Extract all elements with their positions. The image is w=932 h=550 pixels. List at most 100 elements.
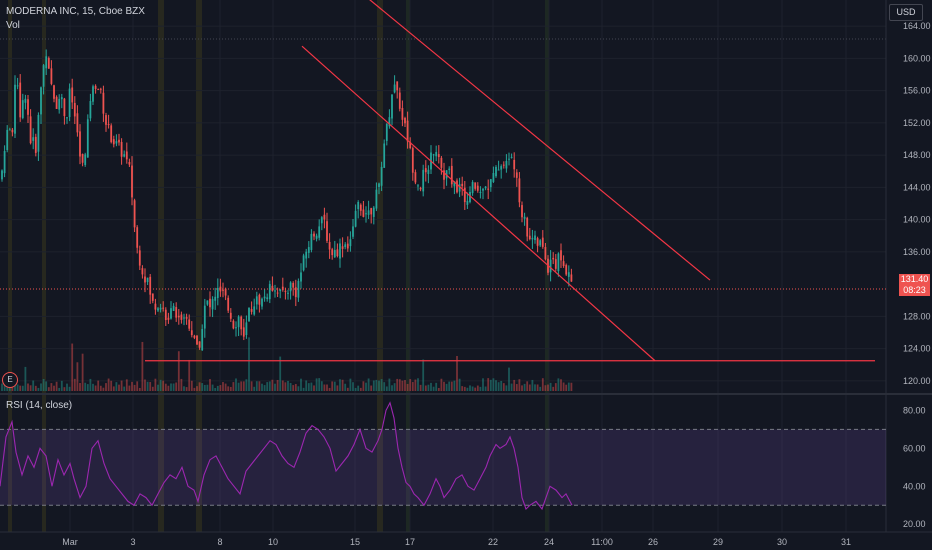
candle [380,166,383,186]
candle [172,305,175,311]
candle [222,289,224,291]
volume-bar [164,383,167,391]
volume-bar [138,387,141,391]
candle [539,240,542,246]
candle [565,265,568,275]
candle [432,154,435,156]
earnings-event-badge[interactable]: E [2,372,18,388]
candle [219,286,222,292]
volume-bar [487,378,490,391]
price-axis-label: 144.00 [903,182,931,192]
candle [570,274,573,282]
candle [53,85,55,99]
candle [513,159,516,170]
volume-bar [422,359,425,391]
candle [131,165,133,198]
volume-bar [458,378,461,391]
volume-bar [242,381,245,391]
volume-bar [79,382,81,391]
candle [8,129,11,131]
candle [151,293,154,301]
volume-bar [206,384,209,391]
candle [292,282,295,288]
volume-bar [547,384,549,391]
candle [224,288,227,296]
candle [435,152,438,157]
volume-bar [315,378,318,391]
volume-bar [453,380,456,391]
candle [42,65,45,87]
candle [487,188,490,190]
candle [346,243,349,249]
volume-bar [27,383,29,391]
candle [398,92,401,109]
candle [417,185,419,187]
price-axis-label: 148.00 [903,150,931,160]
candle [352,226,354,237]
candle [362,209,365,217]
volume-bar [539,386,542,391]
time-axis-label: 26 [648,537,658,547]
candle [227,297,230,311]
channel-trendline [369,0,711,281]
candle [344,244,347,248]
candle [326,221,328,241]
candle [510,156,513,158]
volume-bar [222,382,224,391]
volume-bar [515,384,518,391]
candle [422,169,425,192]
volume-bar [544,385,547,391]
volume-bar [268,381,271,391]
session-band [545,0,549,532]
time-axis-label: 15 [350,537,360,547]
volume-bar [37,387,40,391]
candle [112,139,115,145]
currency-button[interactable]: USD [889,4,923,21]
time-axis-label: 30 [777,537,787,547]
volume-bar [565,384,568,391]
price-axis-label: 120.00 [903,376,931,386]
candle [235,327,237,329]
candle [531,237,534,240]
candle [489,179,492,188]
candle [253,306,256,315]
session-band [158,0,164,532]
volume-bar [29,385,32,391]
volume-label[interactable]: Vol [6,20,20,31]
volume-bar [180,378,183,391]
time-axis-label: 17 [405,537,415,547]
rsi-label[interactable]: RSI (14, close) [6,400,73,411]
volume-bar [287,380,289,391]
candle [245,322,248,335]
candle [339,243,341,259]
candle [367,210,370,215]
volume-bar [466,387,469,391]
volume-bar [66,383,68,391]
candle [125,151,128,160]
candle [318,226,321,238]
candle [549,259,552,273]
volume-bar [276,379,279,391]
volume-bar [112,386,115,391]
volume-bar [219,385,222,391]
price-axis-label: 136.00 [903,247,931,257]
volume-bar [310,382,313,391]
candle [372,207,375,217]
volume-bar [424,385,427,391]
volume-bar [60,380,63,391]
candle [196,335,198,345]
candle [185,317,188,319]
candle [123,154,126,157]
volume-bar [320,381,323,391]
candle [167,317,170,320]
volume-bar [73,378,76,391]
volume-bar [393,383,396,391]
candle [466,200,469,205]
candle [328,241,331,250]
symbol-title[interactable]: MODERNA INC, 15, Cboe BZX [6,6,145,17]
volume-bar [115,382,118,391]
volume-bar [245,379,248,391]
volume-bar [534,384,536,391]
candle [505,160,508,169]
